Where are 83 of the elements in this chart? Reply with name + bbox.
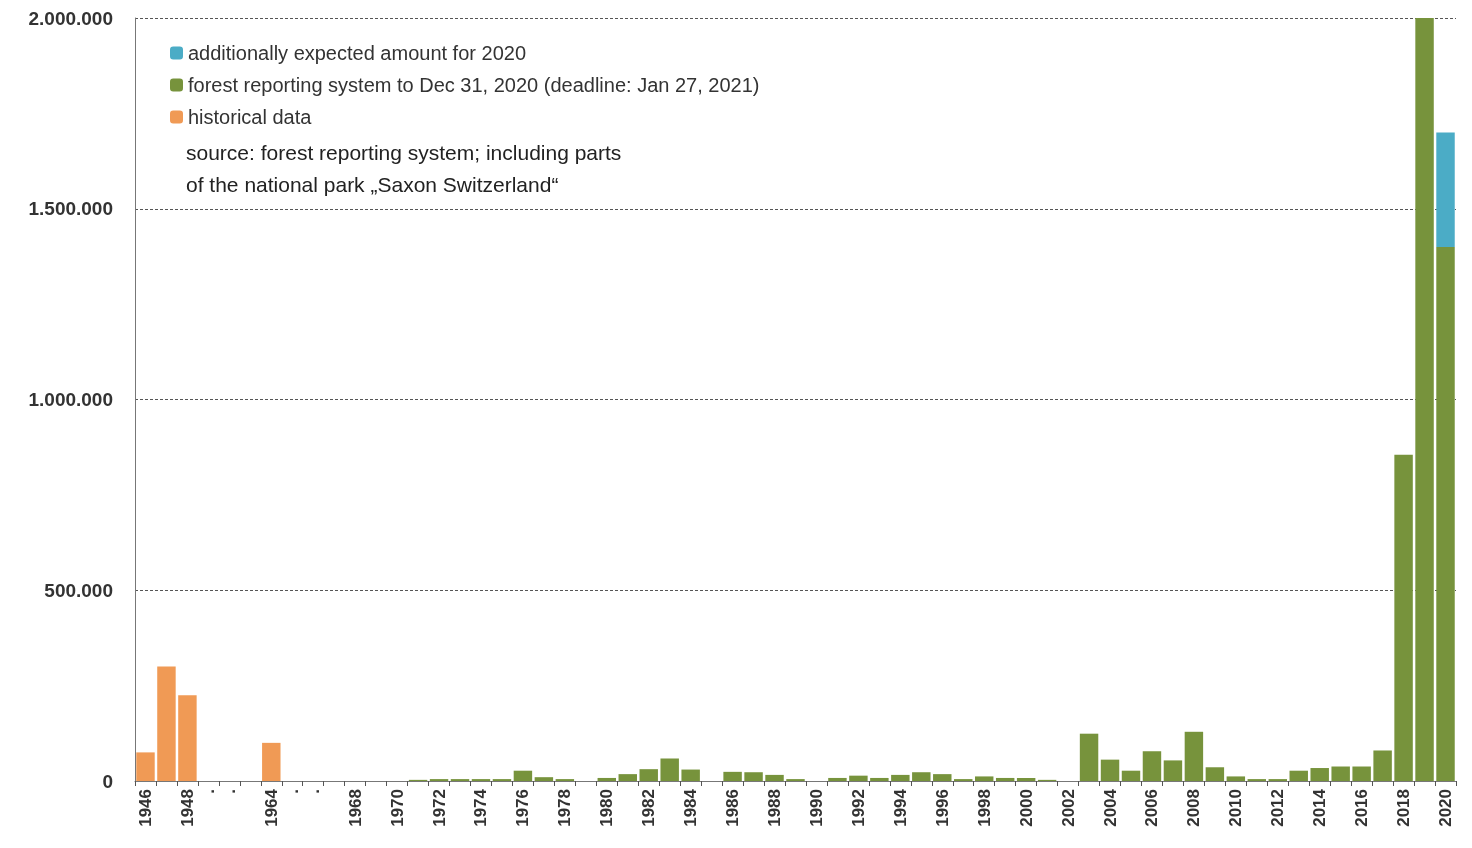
x-tick-label: 2020: [1436, 789, 1456, 827]
bar: [912, 772, 931, 781]
bar: [1226, 776, 1246, 781]
bar: [157, 666, 176, 781]
bar: [1163, 760, 1183, 781]
bar: [618, 774, 637, 781]
x-tick-label: 2014: [1310, 788, 1330, 827]
legend-label: forest reporting system to Dec 31, 2020 (deadline: Jan 27, 2021): [188, 74, 760, 96]
x-tick-label: .: [282, 789, 302, 794]
x-tick-label: 1988: [765, 789, 785, 827]
bar: [1100, 759, 1120, 781]
y-tick-label: 1.500.000: [28, 198, 113, 220]
bar: [1373, 750, 1392, 781]
x-tick-label: 2000: [1016, 789, 1036, 827]
bar: [828, 777, 847, 781]
x-tick-label: .: [198, 789, 218, 794]
bar: [1079, 733, 1099, 781]
x-tick-label: 1946: [135, 789, 155, 827]
x-tick-label: 2010: [1226, 789, 1246, 827]
x-tick-label: 2006: [1142, 789, 1162, 827]
bar: [744, 772, 763, 781]
bar: [1184, 731, 1204, 781]
x-tick-label: 1964: [261, 788, 281, 827]
bar: [1121, 770, 1141, 781]
x-tick-label: 1948: [177, 789, 197, 827]
x-tick-label: 1976: [513, 789, 533, 827]
bar: [639, 769, 658, 781]
bar: [891, 774, 910, 781]
bar: [723, 771, 742, 781]
x-tick-label: 2018: [1394, 789, 1414, 827]
bar: [849, 775, 868, 781]
bar: [178, 695, 197, 781]
x-tick-label: .: [303, 789, 323, 794]
bar: [995, 777, 1015, 781]
x-tick-label: 1970: [387, 789, 407, 827]
annotation: source: forest reporting system; including parts of the national park „Saxon Switzerland“: [186, 140, 622, 196]
bar: [534, 777, 554, 781]
x-tick-label: 1990: [806, 789, 826, 827]
bar: [1436, 246, 1455, 781]
x-tick-label: 1984: [681, 788, 701, 827]
x-tick-label: 2008: [1184, 789, 1204, 827]
bar: [1331, 766, 1350, 781]
legend-label: additionally expected amount for 2020: [188, 42, 527, 64]
bar: [870, 777, 889, 781]
bar: [262, 742, 281, 781]
x-tick-label: 2016: [1352, 789, 1372, 827]
x-tick-label: 2004: [1100, 788, 1120, 827]
x-tick-label: 1994: [890, 788, 910, 827]
bar: [1415, 18, 1434, 781]
x-tick-label: 2012: [1268, 789, 1288, 827]
bar: [1205, 767, 1225, 781]
y-tick-label: 1.000.000: [28, 389, 113, 410]
y-tick-label: 0: [102, 770, 113, 792]
x-tick-label: 1986: [723, 789, 743, 827]
x-tick-label: 1998: [974, 789, 994, 827]
legend-label: historical data: [188, 106, 313, 128]
bar: [681, 769, 700, 781]
x-tick-label: 1968: [345, 789, 365, 827]
x-tick-label: 1974: [471, 788, 491, 827]
x-tick-label: 2002: [1058, 789, 1078, 827]
x-tick-label: 1978: [555, 789, 575, 827]
bar: [660, 758, 679, 781]
x-tick-label: 1980: [597, 789, 617, 827]
x-tick-label: .: [219, 789, 239, 794]
bar: [597, 777, 617, 781]
x-tick-label: 1996: [932, 789, 952, 827]
y-tick-label: 2.000.000: [28, 7, 113, 29]
bar: [1016, 777, 1036, 781]
x-tick-label: 1972: [429, 789, 449, 827]
bar: [1436, 132, 1455, 247]
x-tick-label: 1982: [639, 789, 659, 827]
bar: [1310, 768, 1329, 781]
bar: [1394, 454, 1413, 781]
bar: [1289, 770, 1308, 781]
bar: [1142, 751, 1162, 781]
bar: [765, 774, 784, 781]
bar: [933, 774, 952, 781]
bar: [136, 752, 155, 781]
y-tick-label: 500.000: [44, 579, 113, 601]
bar: [974, 776, 994, 781]
x-tick-label: 1992: [848, 789, 868, 827]
bar: [513, 770, 533, 781]
bar: [1352, 766, 1371, 781]
